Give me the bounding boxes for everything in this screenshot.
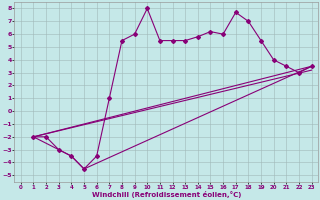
X-axis label: Windchill (Refroidissement éolien,°C): Windchill (Refroidissement éolien,°C) xyxy=(92,191,241,198)
